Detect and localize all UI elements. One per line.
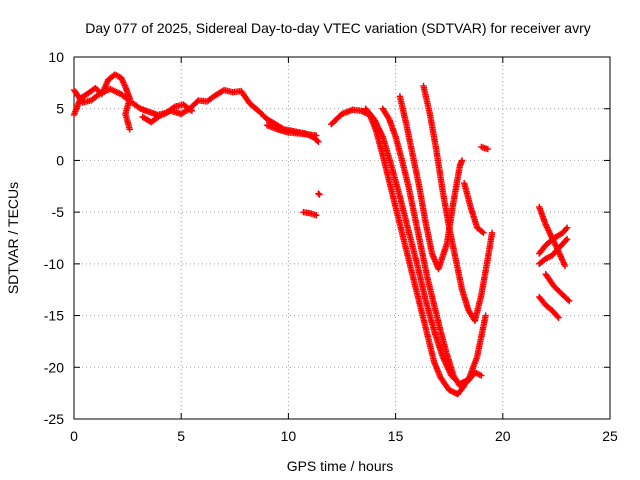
y-tick-labels: -25 -20 -15 -10 -5 0 5 10 [44,49,64,427]
data-series-track-18 [542,271,573,305]
x-tick-label: 0 [70,428,78,444]
data-point [458,157,466,164]
y-tick-label: -15 [44,308,64,324]
y-tick-label: -10 [44,256,64,272]
data-series-track-4 [263,122,320,139]
data-point [488,229,496,237]
y-tick-label: 0 [56,152,64,168]
data-series-track-17 [536,293,562,321]
data-point [313,212,320,219]
x-tick-label: 15 [388,428,404,444]
data-point [480,229,487,237]
data-point [484,145,491,153]
data-series-track-6 [315,190,323,198]
data-point [316,191,323,198]
data-point [564,296,572,304]
data-point [482,312,489,319]
x-axis-label: GPS time / hours [287,458,394,474]
x-tick-labels: 0 5 10 15 20 25 [70,428,618,444]
data-series-track-12 [461,179,487,237]
data-series-track-14 [536,203,569,270]
data-point [563,224,571,231]
data-point [314,137,321,144]
data-point [479,228,486,235]
data-point [566,297,573,305]
data-series-track-13 [478,143,491,153]
x-tick-label: 25 [602,428,618,444]
data-point [554,313,561,320]
data-series-track-5 [300,208,320,219]
data-point [315,190,322,197]
y-tick-label: -20 [44,359,64,375]
data-point [562,225,570,233]
plot-frame [73,56,611,420]
y-tick-label: 5 [56,101,64,117]
y-tick-label: 10 [48,49,64,65]
data-point [126,126,133,133]
y-tick-label: -5 [52,204,65,220]
x-tick-label: 5 [177,428,185,444]
data-point [193,98,201,105]
data-point [313,132,320,139]
y-axis-label: SDTVAR / TECUs [5,182,21,294]
chart-title: Day 077 of 2025, Sidereal Day-to-day VTE… [85,20,591,36]
data-point [478,372,485,379]
y-tick-label: -25 [44,411,64,427]
data-series-track-15 [536,224,571,257]
data-point [562,236,570,244]
data-point [563,235,571,243]
data-points [70,71,573,398]
data-point [561,262,569,270]
data-series-track-7 [328,106,468,398]
x-tick-label: 10 [281,428,297,444]
grid-lines [74,57,610,419]
data-point [315,138,322,146]
data-point [555,314,562,321]
data-series-track-9 [379,105,485,390]
x-tick-label: 20 [495,428,511,444]
data-series-track-11 [420,82,496,324]
data-series-track-16 [536,235,571,268]
